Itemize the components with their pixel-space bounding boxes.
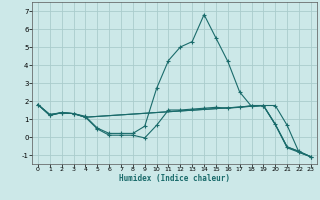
X-axis label: Humidex (Indice chaleur): Humidex (Indice chaleur) xyxy=(119,174,230,183)
